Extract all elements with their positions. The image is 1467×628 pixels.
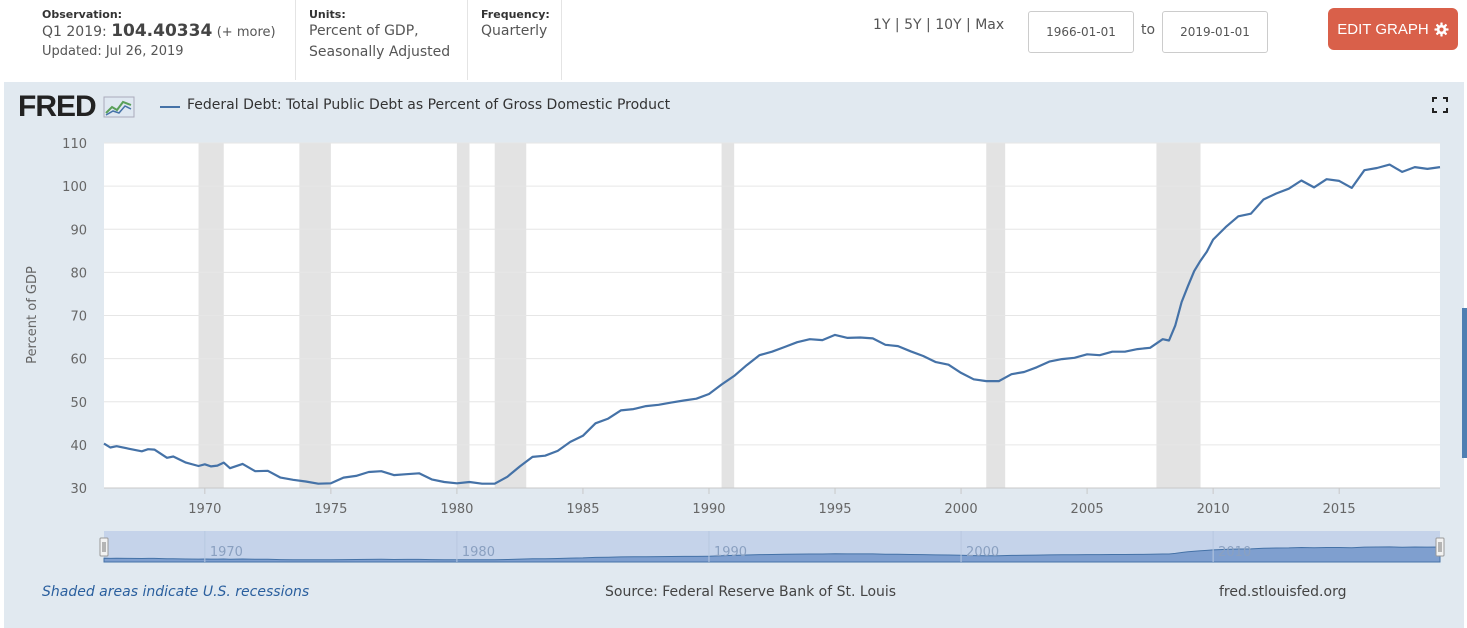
y-axis-label: Percent of GDP (25, 266, 40, 364)
y-tick-label: 40 (70, 439, 87, 454)
fullscreen-icon[interactable] (1432, 97, 1448, 113)
start-date-input[interactable] (1028, 11, 1134, 53)
y-tick-label: 50 (70, 396, 87, 411)
line-chart: 30 40 50 60 70 80 90 100 110 1970 1975 1980 1985 199… (25, 137, 1445, 563)
range-separator: | (961, 17, 976, 33)
navigator-left-handle[interactable] (99, 537, 109, 557)
range-1y-button[interactable]: 1Y (873, 17, 891, 33)
units-line1: Percent of GDP, (309, 23, 419, 39)
gear-icon (1434, 21, 1449, 37)
y-tick-label: 90 (70, 223, 87, 238)
observation-more-link[interactable]: (+ more) (216, 25, 276, 40)
y-tick-label: 80 (70, 266, 87, 281)
navigator-tick-label: 2000 (966, 545, 999, 560)
frequency-section: Frequency: Quarterly (468, 0, 562, 80)
x-tick-label: 2010 (1197, 502, 1230, 517)
observation-period: Q1 2019: (42, 24, 107, 40)
legend-line-swatch (160, 106, 180, 108)
fred-logo: FRED (18, 90, 135, 124)
range-10y-button[interactable]: 10Y (935, 17, 962, 33)
range-separator: | (890, 17, 905, 33)
fred-logo-text: FRED (18, 90, 97, 123)
observation-line: Q1 2019: 104.40334 (+ more) (42, 21, 295, 43)
edit-graph-label: EDIT GRAPH (1337, 20, 1429, 38)
y-tick-label: 100 (62, 180, 87, 195)
edit-graph-button[interactable]: EDIT GRAPH (1328, 8, 1458, 50)
to-label: to (1141, 22, 1156, 38)
end-date-input[interactable] (1162, 11, 1268, 53)
header: Observation: Q1 2019: 104.40334 (+ more)… (0, 0, 1467, 82)
site-link[interactable]: fred.stlouisfed.org (1219, 584, 1347, 600)
observation-label: Observation: (42, 8, 123, 21)
frequency-value: Quarterly (481, 23, 548, 39)
observation-section: Observation: Q1 2019: 104.40334 (+ more)… (42, 0, 296, 80)
range-separator: | (921, 17, 936, 33)
graph-panel: FRED Federal Debt: Total Public Debt as … (4, 82, 1464, 628)
range-max-button[interactable]: Max (975, 17, 1005, 33)
source-note: Source: Federal Reserve Bank of St. Loui… (605, 584, 897, 600)
y-tick-label: 60 (70, 353, 87, 368)
trend-line-icon (103, 96, 135, 118)
x-tick-label: 1975 (314, 502, 347, 517)
observation-value: 104.40334 (111, 21, 213, 41)
x-tick-label: 2015 (1323, 502, 1356, 517)
navigator-tick-label: 1980 (462, 545, 495, 560)
chart-title: Federal Debt: Total Public Debt as Perce… (187, 97, 671, 113)
units-section: Units: Percent of GDP, Seasonally Adjust… (296, 0, 468, 80)
recession-note: Shaded areas indicate U.S. recessions (42, 584, 310, 600)
units-label: Units: (309, 8, 346, 21)
navigator[interactable]: 1970 1980 1990 2000 2010 (99, 531, 1445, 563)
series-line (103, 163, 1441, 485)
y-tick-label: 30 (70, 482, 87, 497)
x-tick-label: 1990 (692, 502, 725, 517)
x-tick-label: 1980 (440, 502, 473, 517)
y-tick-label: 110 (62, 137, 87, 152)
scrollbar-thumb[interactable] (1462, 308, 1467, 458)
range-5y-button[interactable]: 5Y (904, 17, 922, 33)
x-tick-label: 2005 (1071, 502, 1104, 517)
navigator-tick-label: 1990 (714, 545, 747, 560)
navigator-series-area (103, 546, 1441, 563)
updated-date: Updated: Jul 26, 2019 (42, 44, 184, 59)
x-tick-label: 1970 (188, 502, 221, 517)
x-tick-label: 1985 (566, 502, 599, 517)
frequency-label: Frequency: (481, 8, 550, 21)
x-tick-label: 1995 (818, 502, 851, 517)
units-line2: Seasonally Adjusted (309, 44, 451, 60)
y-tick-label: 70 (70, 310, 87, 325)
x-tick-label: 2000 (945, 502, 978, 517)
range-selector: 1Y | 5Y | 10Y | Max (873, 17, 1004, 33)
navigator-tick-label: 1970 (210, 545, 243, 560)
navigator-tick-label: 2010 (1218, 545, 1251, 560)
navigator-right-handle[interactable] (1435, 537, 1445, 557)
